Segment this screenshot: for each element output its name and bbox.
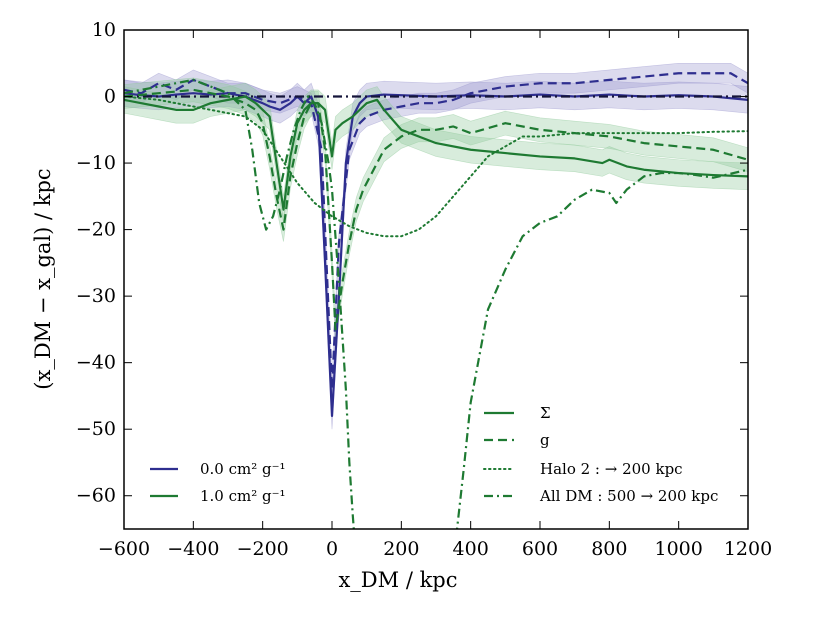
series-0-0-: [124, 92, 748, 417]
confidence-bands: [124, 62, 748, 430]
x-tick-label: 1200: [724, 538, 772, 560]
x-tick-label: 800: [591, 538, 627, 560]
legend-method-2-label: Halo 2 : → 200 kpc: [540, 460, 683, 478]
legend-cross-section: 0.0 cm² g⁻¹ 1.0 cm² g⁻¹: [150, 460, 286, 505]
x-tick-label: −200: [237, 538, 289, 560]
legend-method: Σ g Halo 2 : → 200 kpc All DM : 500 → 20…: [483, 404, 718, 505]
x-tick-label: 0: [326, 538, 338, 560]
x-tick-label: 600: [522, 538, 558, 560]
legend-method-0-label: Σ: [540, 404, 551, 422]
x-tick-label: −400: [167, 538, 219, 560]
plot-frame: [123, 29, 749, 530]
series-1-0-halo-2: [124, 95, 748, 238]
x-axis-label: x_DM / kpc: [338, 568, 457, 592]
legend-method-1-label: g: [540, 431, 550, 449]
series-lines: [124, 72, 748, 529]
y-tick-label: −40: [76, 352, 116, 374]
y-axis-label: (x_DM − x_gal) / kpc: [31, 168, 55, 389]
series-1-0-: [124, 95, 748, 211]
y-tick-label: −50: [76, 418, 116, 440]
x-tick-label: 1000: [654, 538, 702, 560]
y-tick-label: 0: [104, 86, 116, 108]
series-1-0-g: [124, 88, 748, 331]
axis-ticks: −600 −400 −200 0 200 400 600 800 1000 1200 10 0 −10 −…: [76, 19, 772, 560]
y-tick-label: −20: [76, 219, 116, 241]
y-tick-label: −10: [76, 152, 116, 174]
band-0-0-: [124, 79, 748, 430]
x-tick-label: −600: [98, 538, 150, 560]
legend-cross-0-label: 0.0 cm² g⁻¹: [200, 460, 286, 478]
band-1-0-g: [124, 77, 748, 342]
x-tick-label: 200: [383, 538, 419, 560]
y-tick-label: −60: [76, 485, 116, 507]
legend-cross-1-label: 1.0 cm² g⁻¹: [200, 487, 286, 505]
x-tick-label: 400: [453, 538, 489, 560]
y-tick-label: 10: [92, 19, 116, 41]
series-1-0-all-dm: [124, 78, 748, 529]
legend-method-3-label: All DM : 500 → 200 kpc: [539, 487, 718, 505]
y-tick-label: −30: [76, 285, 116, 307]
